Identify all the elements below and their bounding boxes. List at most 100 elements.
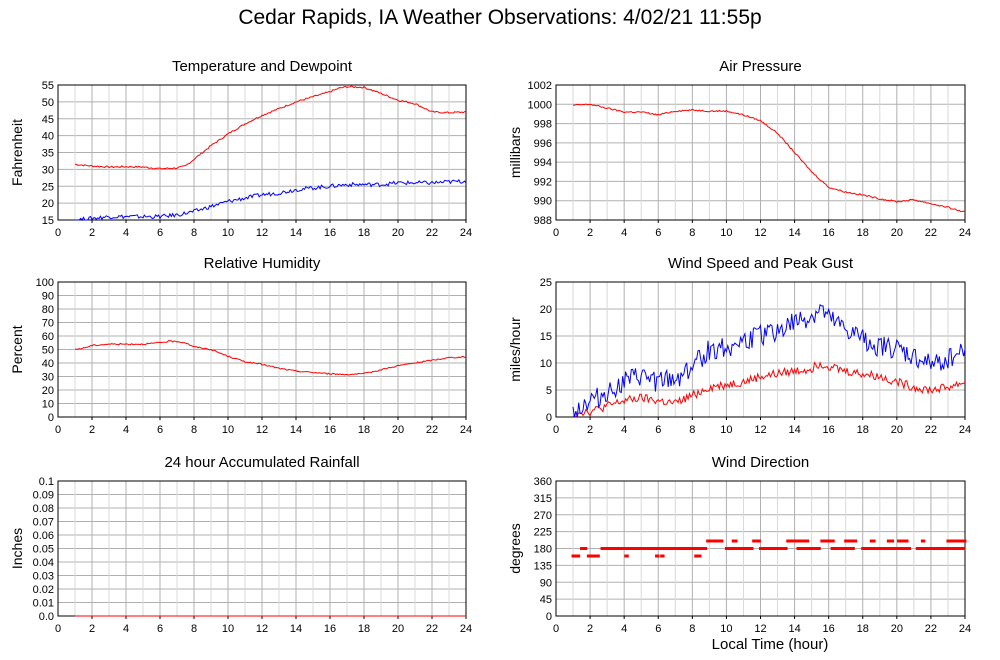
x-tick-label: 10 <box>222 623 234 635</box>
direction-point <box>922 539 926 543</box>
x-tick-label: 4 <box>621 623 627 635</box>
x-tick-label: 12 <box>754 227 766 239</box>
direction-point <box>962 547 966 550</box>
y-tick-label: 992 <box>534 176 552 188</box>
x-tick-label: 18 <box>857 424 869 436</box>
x-tick-label: 22 <box>925 424 937 436</box>
direction-point <box>851 547 855 550</box>
y-tick-label: 998 <box>534 119 552 131</box>
x-tick-label: 6 <box>157 424 163 436</box>
x-tick-label: 14 <box>788 227 800 239</box>
x-axis-label: Local Time (hour) <box>711 636 829 653</box>
y-tick-label: 0 <box>48 412 54 424</box>
y-tick-label: 15 <box>540 331 552 343</box>
y-tick-label: 15 <box>42 215 54 227</box>
y-tick-label: 10 <box>42 399 54 411</box>
x-tick-label: 10 <box>720 623 732 635</box>
y-tick-label: 100 <box>36 277 54 289</box>
x-tick-label: 16 <box>324 623 336 635</box>
y-tick-label: 0.08 <box>33 503 54 515</box>
y-tick-label: 0 <box>546 412 552 424</box>
series-line-0 <box>74 340 467 376</box>
x-tick-label: 18 <box>358 227 370 239</box>
y-tick-label: 40 <box>42 131 54 143</box>
chart-title: Temperature and Dewpoint <box>172 58 353 75</box>
direction-point <box>806 539 810 543</box>
y-tick-label: 90 <box>540 577 552 589</box>
page-title: Cedar Rapids, IA Weather Observations: 4… <box>238 6 762 29</box>
chart-title: Air Pressure <box>719 58 802 75</box>
y-tick-label: 35 <box>42 148 54 160</box>
series-line-1 <box>572 303 966 418</box>
y-tick-label: 270 <box>534 510 552 522</box>
y-tick-label: 10 <box>540 358 552 370</box>
direction-point <box>625 554 629 558</box>
x-tick-label: 2 <box>587 227 593 239</box>
y-tick-label: 0.1 <box>39 476 54 488</box>
y-tick-label: 1000 <box>528 99 552 111</box>
y-tick-label: 0.04 <box>33 557 54 569</box>
direction-point <box>577 554 581 558</box>
x-tick-label: 0 <box>55 424 61 436</box>
x-tick-label: 8 <box>689 424 695 436</box>
y-tick-label: 45 <box>540 594 552 606</box>
x-tick-label: 24 <box>959 227 971 239</box>
x-tick-label: 18 <box>857 623 869 635</box>
x-tick-label: 14 <box>290 227 302 239</box>
direction-point <box>757 539 761 543</box>
y-axis-label: Percent <box>9 325 25 373</box>
y-tick-label: 25 <box>42 181 54 193</box>
x-tick-label: 24 <box>959 424 971 436</box>
x-tick-label: 10 <box>720 227 732 239</box>
x-tick-label: 12 <box>754 623 766 635</box>
series-line-0 <box>74 85 467 170</box>
direction-point <box>698 554 702 558</box>
x-tick-label: 4 <box>621 424 627 436</box>
x-tick-label: 6 <box>655 424 661 436</box>
y-tick-label: 50 <box>42 97 54 109</box>
direction-point <box>831 539 835 543</box>
direction-point <box>584 547 588 550</box>
x-tick-label: 6 <box>157 227 163 239</box>
x-tick-label: 10 <box>720 424 732 436</box>
y-tick-label: 30 <box>42 164 54 176</box>
direction-point <box>734 539 738 543</box>
x-tick-label: 18 <box>857 227 869 239</box>
x-tick-label: 14 <box>788 623 800 635</box>
x-tick-label: 0 <box>553 623 559 635</box>
x-tick-label: 10 <box>222 227 234 239</box>
y-tick-label: 315 <box>534 493 552 505</box>
x-tick-label: 4 <box>621 227 627 239</box>
direction-point <box>905 539 909 543</box>
y-tick-label: 225 <box>534 527 552 539</box>
x-tick-label: 18 <box>358 424 370 436</box>
x-tick-label: 20 <box>891 227 903 239</box>
y-axis-label: miles/hour <box>507 317 523 382</box>
direction-point <box>963 539 967 543</box>
chart-title: Relative Humidity <box>204 255 321 272</box>
x-tick-label: 24 <box>460 227 472 239</box>
x-tick-label: 20 <box>891 424 903 436</box>
y-tick-label: 360 <box>534 476 552 488</box>
x-tick-label: 18 <box>358 623 370 635</box>
y-tick-label: 0 <box>546 611 552 623</box>
x-tick-label: 16 <box>823 424 835 436</box>
x-tick-label: 14 <box>788 424 800 436</box>
y-tick-label: 90 <box>42 291 54 303</box>
x-tick-label: 0 <box>553 227 559 239</box>
x-tick-label: 20 <box>392 424 404 436</box>
y-axis-label: millibars <box>507 127 523 178</box>
x-tick-label: 8 <box>191 424 197 436</box>
y-tick-label: 180 <box>534 544 552 556</box>
x-tick-label: 22 <box>426 227 438 239</box>
chart-title: Wind Direction <box>712 454 810 471</box>
y-axis-label: degrees <box>507 523 523 574</box>
direction-point <box>872 539 876 543</box>
y-tick-label: 0.06 <box>33 530 54 542</box>
x-tick-label: 20 <box>392 623 404 635</box>
y-tick-label: 0.01 <box>33 598 54 610</box>
direction-point <box>891 539 895 543</box>
x-tick-label: 22 <box>426 424 438 436</box>
direction-point <box>750 547 754 550</box>
x-tick-label: 16 <box>823 623 835 635</box>
